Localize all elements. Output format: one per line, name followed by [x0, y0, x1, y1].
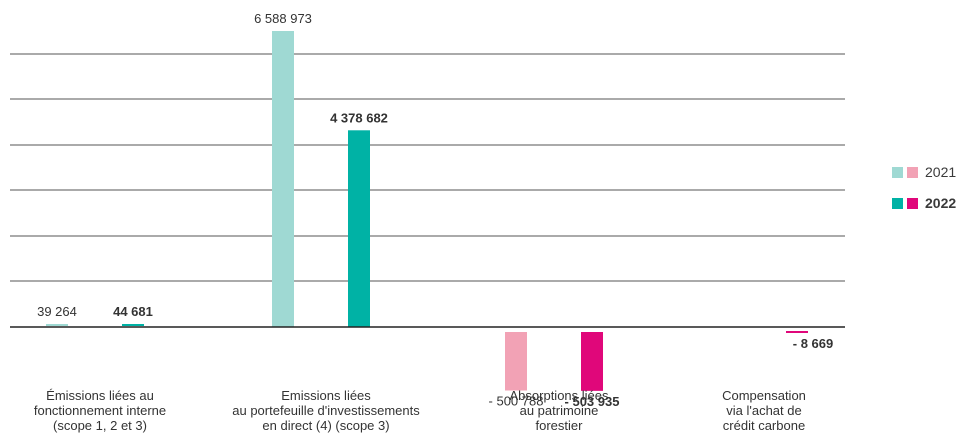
category-label-1: Emissions liées au portefeuille d'investi… [232, 388, 420, 433]
legend: 2021 2022 [892, 162, 956, 224]
category-label-0: Émissions liées au fonctionnement interne… [34, 388, 166, 433]
bar-2022-0 [122, 324, 144, 326]
data-label-2021-2: - 500 788 [489, 393, 544, 408]
data-label-2022-0: 44 681 [113, 304, 153, 319]
bar-2021-1 [272, 31, 294, 327]
legend-item-2021: 2021 [892, 162, 956, 182]
data-label-2022-3: - 8 669 [793, 336, 833, 351]
bar-2022-3 [786, 331, 808, 333]
legend-swatch-2021-negative [907, 166, 918, 178]
data-label-2021-0: 39 264 [37, 304, 77, 319]
data-label-2021-1: 6 588 973 [254, 11, 312, 26]
legend-label-2022: 2022 [925, 195, 957, 211]
category-label-2: Absorptions liées au patrimoine forestier [510, 388, 609, 433]
bar-2021-0 [46, 324, 68, 326]
bar-2022-2 [581, 332, 603, 391]
bar-2021-2 [505, 332, 527, 391]
legend-item-2022: 2022 [892, 193, 956, 213]
bar-2022-1 [348, 130, 370, 327]
legend-swatch-2022-negative [907, 197, 918, 209]
legend-label-2021: 2021 [925, 164, 957, 180]
data-label-2022-1: 4 378 682 [330, 110, 388, 125]
legend-swatch-2021-positive [892, 166, 903, 178]
data-label-2022-2: - 503 935 [565, 394, 620, 409]
category-label-3: Compensation via l'achat de crédit carbone [722, 388, 806, 433]
legend-swatch-2022-positive [892, 197, 903, 209]
